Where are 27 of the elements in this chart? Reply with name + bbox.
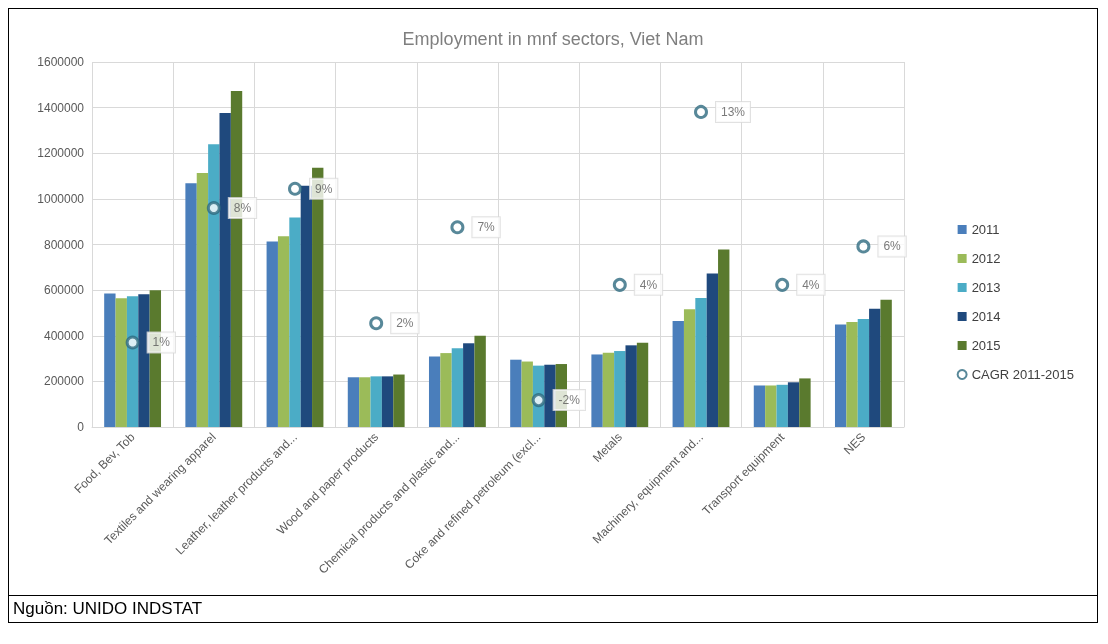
y-tick-label: 1400000 [37, 100, 85, 115]
y-tick-label: 1600000 [37, 55, 85, 69]
data-label: 6% [883, 239, 902, 254]
legend-label: CAGR 2011-2015 [971, 367, 1074, 382]
y-tick-label: 1200000 [37, 146, 85, 161]
data-label: 13% [721, 104, 746, 119]
data-label: 2% [396, 316, 414, 331]
chart-title: Employment in mnf sectors, Viet Nam [402, 29, 704, 49]
y-tick-label: 400000 [43, 328, 85, 343]
y-tick-label: 600000 [43, 283, 85, 298]
data-label: 8% [233, 201, 252, 215]
data-label: 7% [477, 220, 496, 235]
legend-label: 2011 [971, 222, 1000, 237]
data-label: 9% [315, 181, 333, 196]
y-tick-label: 1000000 [37, 191, 85, 206]
y-tick-label: 200000 [43, 374, 85, 389]
y-tick-label: 800000 [43, 237, 85, 252]
legend-label: 2012 [971, 251, 1001, 266]
legend-label: 2013 [971, 280, 1001, 295]
legend-label: 2015 [971, 338, 1001, 353]
data-label: -2% [558, 393, 581, 408]
data-label: 4% [802, 277, 820, 292]
legend-label: 2014 [971, 309, 1001, 324]
text: Nguồn: UNIDO INDSTAT [13, 599, 204, 619]
data-label: 4% [639, 277, 658, 292]
data-label: 1% [152, 335, 171, 350]
y-tick-label: 0 [77, 420, 85, 434]
